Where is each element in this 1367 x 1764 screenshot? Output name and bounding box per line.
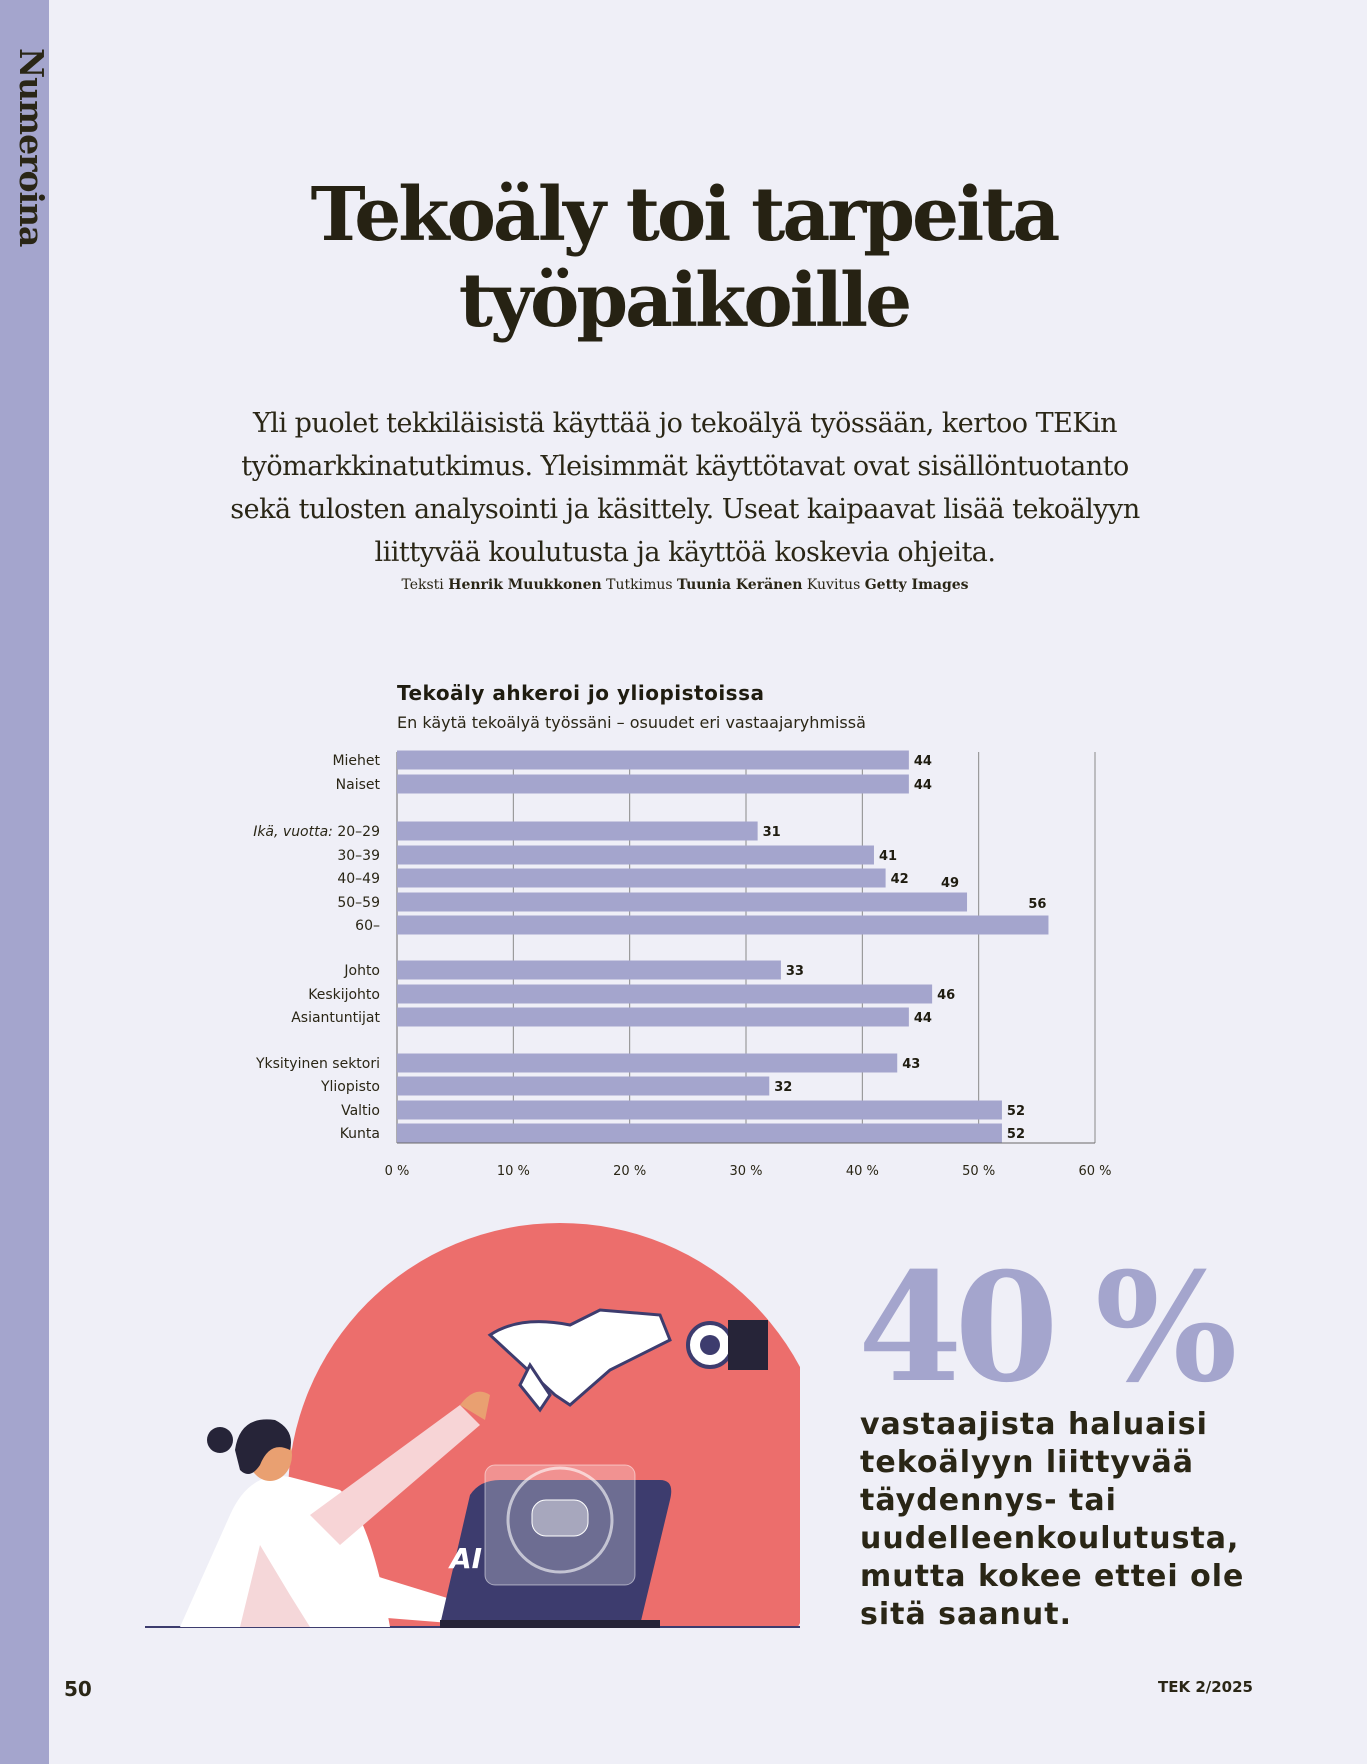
laptop-ai-text: AI <box>448 1542 482 1575</box>
robot-arm <box>487 1308 768 1413</box>
category-label: Asiantuntijat <box>291 1010 380 1026</box>
bar <box>397 960 781 980</box>
x-tick-label: 30 % <box>729 1164 762 1179</box>
data-label: 46 <box>937 988 955 1003</box>
credit-research-name: Tuunia Keränen <box>677 577 803 593</box>
bar-chart: 0 % 10 % 20 % 30 % 40 % 50 % 60 % 44 Miehet 44 Nai… <box>253 750 1112 1179</box>
x-tick-label: 0 % <box>385 1164 410 1179</box>
page-number: 50 <box>64 1677 92 1701</box>
bar <box>397 1123 1002 1143</box>
category-label: Ikä, vuotta: 20–29 <box>253 824 380 840</box>
data-label: 44 <box>914 778 932 793</box>
group-label: Ikä, vuotta: <box>253 824 337 840</box>
data-label: 44 <box>914 754 932 769</box>
bar <box>397 892 968 912</box>
data-label: 42 <box>891 872 909 887</box>
bar <box>397 1007 909 1027</box>
data-label: 32 <box>774 1080 792 1095</box>
data-label: 33 <box>786 964 804 979</box>
x-tick-label: 60 % <box>1078 1164 1111 1179</box>
data-label: 52 <box>1007 1104 1025 1119</box>
category-label: Kunta <box>340 1126 380 1142</box>
data-label: 43 <box>902 1057 920 1072</box>
bar <box>397 1100 1002 1120</box>
page-title: Tekoäly toi tarpeita työpaikoille <box>310 172 1061 344</box>
laptop: AI <box>440 1464 672 1628</box>
stat-caption: vastaajista haluaisi tekoälyyn liittyvää… <box>860 1407 1245 1632</box>
bar <box>397 845 874 865</box>
category-label: Naiset <box>336 777 381 793</box>
bar <box>397 1076 770 1096</box>
data-label: 49 <box>941 876 959 891</box>
category-label: Valtio <box>341 1103 380 1119</box>
category-label: 50–59 <box>337 895 380 911</box>
category-label: 40–49 <box>337 871 380 887</box>
x-tick-label: 50 % <box>962 1164 995 1179</box>
bar <box>397 868 886 888</box>
bar <box>397 821 758 841</box>
issue-label: TEK 2/2025 <box>1158 1678 1253 1696</box>
category-label: Yliopisto <box>320 1079 380 1095</box>
person <box>180 1391 490 1627</box>
credit-images-name: Getty Images <box>864 577 969 593</box>
data-label: 44 <box>914 1011 932 1026</box>
credit-text-label: Teksti <box>401 577 444 593</box>
data-label: 31 <box>763 825 781 840</box>
chart-subtitle: En käytä tekoälyä työssäni – osuudet eri… <box>397 713 866 732</box>
x-tick-label: 40 % <box>846 1164 879 1179</box>
x-tick-label: 20 % <box>613 1164 646 1179</box>
category-label: Yksityinen sektori <box>255 1056 380 1072</box>
bar <box>397 750 909 770</box>
bar <box>397 984 933 1004</box>
x-tick-label: 10 % <box>497 1164 530 1179</box>
stat-value: 40 % <box>858 1240 1238 1416</box>
category-label: Johto <box>343 963 380 979</box>
data-label: 52 <box>1007 1127 1025 1142</box>
lead-paragraph: Yli puolet tekkiläisistä käyttää jo teko… <box>230 408 1140 568</box>
credit-images-label: Kuvitus <box>806 577 861 593</box>
side-strip <box>0 0 49 1764</box>
category-label: Keskijohto <box>308 987 380 1003</box>
category-label: 30–39 <box>337 848 380 864</box>
bar <box>397 915 1049 935</box>
ai-illustration: AI <box>145 1223 800 1628</box>
bar <box>397 774 909 794</box>
section-label: Numeroina <box>12 48 51 247</box>
credit-research-label: Tutkimus <box>606 577 673 593</box>
category-label: Miehet <box>332 753 380 769</box>
credits: Teksti Henrik Muukkonen Tutkimus Tuunia … <box>215 577 1155 593</box>
chart-title: Tekoäly ahkeroi jo yliopistoissa <box>397 681 765 705</box>
background-circle <box>288 1223 800 1627</box>
bar <box>397 1053 898 1073</box>
data-label: 41 <box>879 849 897 864</box>
category-label: 60– <box>355 918 380 934</box>
credit-text-name: Henrik Muukkonen <box>448 577 602 593</box>
data-label: 56 <box>1028 897 1046 912</box>
